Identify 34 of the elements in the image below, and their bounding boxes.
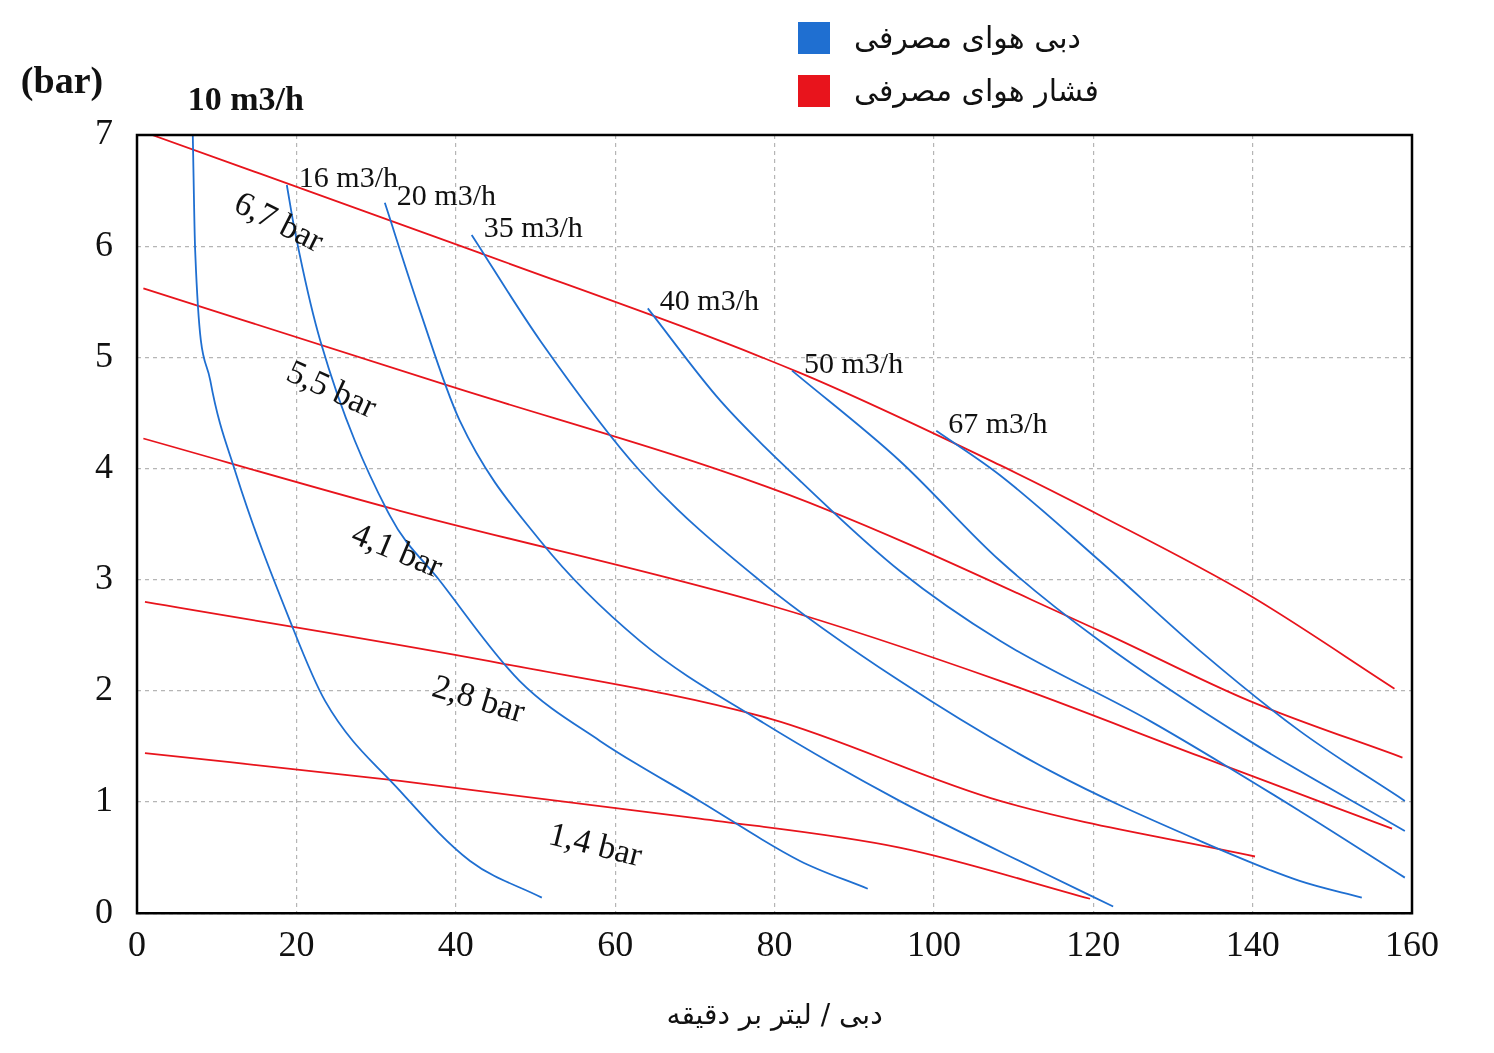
series-label: 20 m3/h [396, 177, 496, 211]
series-label: 35 m3/h [483, 209, 583, 243]
y-tick-label: 2 [95, 668, 113, 709]
y-tick-label: 4 [95, 445, 113, 486]
x-tick-label: 100 [906, 924, 961, 965]
series-label: 50 m3/h [804, 345, 904, 379]
series-label: 10 m3/h [187, 80, 305, 117]
y-axis-title: (bar) [20, 59, 104, 102]
x-tick-label: 80 [756, 924, 793, 965]
y-tick-label: 7 [95, 112, 113, 153]
line-series [144, 752, 1091, 900]
y-tick-label: 3 [95, 557, 113, 598]
x-tick-label: 0 [128, 924, 146, 965]
x-axis-title: دبی / لیتر بر دقیقه [666, 998, 883, 1032]
text: 4,1 bar [346, 514, 449, 585]
x-tick-label: 20 [278, 924, 315, 965]
x-tick-label: 40 [437, 924, 474, 965]
text: 5,5 bar [281, 351, 384, 426]
x-tick-label: 140 [1225, 924, 1280, 965]
series-label: 16 m3/h [298, 159, 398, 193]
x-tick-label: 60 [597, 924, 634, 965]
line-series [142, 287, 1404, 759]
series-label: 40 m3/h [659, 283, 759, 317]
text: دبی هوای مصرفی [854, 20, 1081, 55]
text: 1,4 bar [545, 814, 647, 874]
x-tick-label: 120 [1066, 924, 1121, 965]
y-tick-label: 0 [95, 890, 113, 931]
text: فشار هوای مصرفی [854, 73, 1099, 108]
y-tick-label: 6 [95, 223, 113, 264]
text: 2,8 bar [428, 666, 531, 730]
y-tick-label: 1 [95, 779, 113, 820]
y-tick-label: 5 [95, 334, 113, 375]
series-label: 67 m3/h [948, 405, 1048, 439]
x-tick-label: 160 [1385, 924, 1439, 965]
